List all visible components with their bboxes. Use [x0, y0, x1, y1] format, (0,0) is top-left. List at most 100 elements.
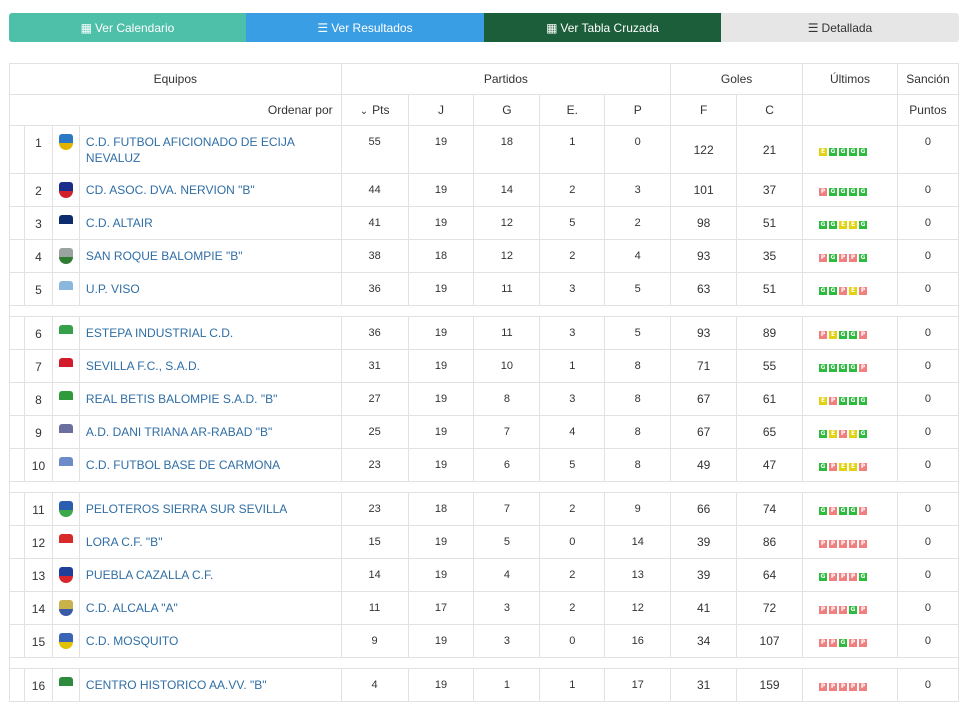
result-badge: G	[819, 364, 828, 372]
goals-against-cell: 35	[736, 239, 804, 273]
goals-for-cell: 39	[670, 558, 738, 592]
result-badge: P	[839, 683, 848, 691]
table-row: 14 C.D. ALCALA "A" 11 17 3 2 12 41 72 P P P G P 0	[9, 591, 960, 625]
pts-cell: 23	[340, 492, 409, 526]
e-cell: 2	[539, 492, 606, 526]
tab-detallada[interactable]: ☰ Detallada	[721, 13, 959, 42]
result-badge: P	[849, 639, 858, 647]
g-cell: 14	[473, 173, 541, 207]
tab-ver-tabla-cruzada[interactable]: ▦ Ver Tabla Cruzada	[484, 13, 721, 42]
header-ultimos: Últimos	[802, 63, 898, 95]
row-margin	[9, 525, 25, 559]
list-icon: ☰	[317, 20, 329, 35]
team-crest-icon	[58, 215, 73, 231]
p-cell: 8	[604, 448, 672, 482]
goals-against-cell: 72	[736, 591, 804, 625]
goals-against-cell: 61	[736, 382, 804, 416]
result-badge: P	[859, 683, 868, 691]
result-badge: P	[819, 254, 828, 262]
team-name-link[interactable]: A.D. DANI TRIANA AR-RABAD "B"	[78, 415, 342, 449]
pts-cell: 36	[340, 272, 409, 306]
table-row: 7 SEVILLA F.C., S.A.D. 31 19 10 1 8 71 55 G G G G P 0	[9, 349, 960, 383]
sort-pts-button[interactable]: ⌄ Pts	[340, 94, 409, 126]
crest-cell	[51, 415, 80, 449]
result-badge: G	[849, 606, 858, 614]
calendar-icon: ▦	[80, 20, 92, 35]
header-ultimos-empty	[802, 94, 898, 126]
result-badge: P	[859, 606, 868, 614]
group-separator	[9, 305, 959, 317]
goals-for-cell: 93	[670, 316, 738, 350]
goals-against-cell: 55	[736, 349, 804, 383]
e-cell: 2	[539, 558, 606, 592]
crest-cell	[51, 316, 80, 350]
team-crest-icon	[58, 134, 73, 150]
standings-table: Equipos Partidos Goles Últimos Sanción O…	[9, 63, 960, 702]
result-badge: G	[859, 221, 868, 229]
team-name-link[interactable]: U.P. VISO	[78, 272, 342, 306]
sancion-cell: 0	[896, 206, 960, 240]
g-cell: 7	[473, 415, 541, 449]
crest-cell	[51, 206, 80, 240]
team-crest-icon	[58, 391, 73, 407]
e-cell: 3	[539, 382, 606, 416]
team-name-link[interactable]: C.D. ALCALA "A"	[78, 591, 342, 625]
team-name-link[interactable]: LORA C.F. "B"	[78, 525, 342, 559]
header-g[interactable]: G	[473, 94, 541, 126]
team-name-link[interactable]: ESTEPA INDUSTRIAL C.D.	[78, 316, 342, 350]
team-name-link[interactable]: C.D. MOSQUITO	[78, 624, 342, 658]
result-badge: G	[839, 364, 848, 372]
header-c[interactable]: C	[736, 94, 804, 126]
sancion-cell: 0	[896, 448, 960, 482]
team-name-link[interactable]: SAN ROQUE BALOMPIE "B"	[78, 239, 342, 273]
team-name-link[interactable]: C.D. FUTBOL BASE DE CARMONA	[78, 448, 342, 482]
result-badge: E	[849, 287, 858, 295]
team-crest-icon	[58, 501, 73, 517]
e-cell: 5	[539, 448, 606, 482]
separator-cell	[9, 481, 959, 493]
e-cell: 0	[539, 624, 606, 658]
result-badge: E	[839, 463, 848, 471]
j-cell: 19	[407, 125, 475, 174]
g-cell: 5	[473, 525, 541, 559]
goals-for-cell: 63	[670, 272, 738, 306]
header-e[interactable]: E.	[539, 94, 606, 126]
result-badge: P	[819, 188, 828, 196]
crest-cell	[51, 125, 80, 174]
row-margin	[9, 624, 25, 658]
team-name-link[interactable]: CENTRO HISTORICO AA.VV. "B"	[78, 668, 342, 702]
e-cell: 2	[539, 173, 606, 207]
result-badge: G	[859, 254, 868, 262]
table-row: 9 A.D. DANI TRIANA AR-RABAD "B" 25 19 7 4 8 67 6…	[9, 415, 960, 449]
result-badge: G	[829, 364, 838, 372]
team-name-link[interactable]: REAL BETIS BALOMPIE S.A.D. "B"	[78, 382, 342, 416]
tab-ver-resultados[interactable]: ☰ Ver Resultados	[246, 13, 484, 42]
pts-cell: 27	[340, 382, 409, 416]
j-cell: 18	[407, 492, 475, 526]
result-badge: P	[829, 639, 838, 647]
header-p[interactable]: P	[604, 94, 672, 126]
team-name-link[interactable]: PUEBLA CAZALLA C.F.	[78, 558, 342, 592]
table-row: 13 PUEBLA CAZALLA C.F. 14 19 4 2 13 39 64 G P P P G 0	[9, 558, 960, 592]
p-cell: 9	[604, 492, 672, 526]
team-name-link[interactable]: C.D. FUTBOL AFICIONADO DE ECIJA NEVALUZ	[78, 125, 342, 174]
j-cell: 19	[407, 272, 475, 306]
tab-ver-calendario[interactable]: ▦ Ver Calendario	[9, 13, 246, 42]
team-name-link[interactable]: SEVILLA F.C., S.A.D.	[78, 349, 342, 383]
team-name-link[interactable]: PELOTEROS SIERRA SUR SEVILLA	[78, 492, 342, 526]
sancion-cell: 0	[896, 624, 960, 658]
result-badge: P	[859, 507, 868, 515]
result-badge: G	[819, 507, 828, 515]
row-margin	[9, 206, 25, 240]
team-name-link[interactable]: CD. ASOC. DVA. NERVION "B"	[78, 173, 342, 207]
goals-against-cell: 107	[736, 624, 804, 658]
result-badge: P	[859, 639, 868, 647]
pts-label: Pts	[372, 103, 390, 117]
result-badge: P	[829, 397, 838, 405]
header-f[interactable]: F	[670, 94, 738, 126]
team-name-link[interactable]: C.D. ALTAIR	[78, 206, 342, 240]
goals-for-cell: 71	[670, 349, 738, 383]
header-j[interactable]: J	[407, 94, 475, 126]
